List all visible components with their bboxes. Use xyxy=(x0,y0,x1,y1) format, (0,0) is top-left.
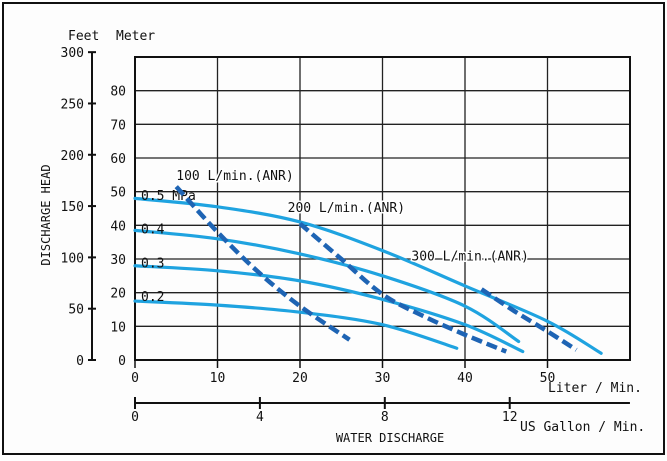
meter-tick-label: 30 xyxy=(110,253,126,268)
pressure-curve-label: 0.2 xyxy=(141,290,164,305)
feet-tick-label: 200 xyxy=(61,149,84,164)
meter-tick-label: 70 xyxy=(110,118,126,133)
meter-tick-label: 50 xyxy=(110,186,126,201)
meter-tick-label: 80 xyxy=(110,85,126,100)
gallon-tick-label: 0 xyxy=(131,410,139,425)
air-consumption-label: 100 L/min.(ANR) xyxy=(176,169,293,184)
y-axis-title: DISCHARGE HEAD xyxy=(39,164,53,265)
pressure-curve xyxy=(133,299,459,350)
feet-tick-label: 50 xyxy=(68,303,84,318)
meter-tick-label: 0 xyxy=(118,354,126,369)
pressure-curve-label: 0.4 xyxy=(141,223,165,238)
liter-tick-label: 50 xyxy=(540,371,556,386)
meter-tick-label: 20 xyxy=(110,287,126,302)
feet-tick-label: 100 xyxy=(61,251,84,266)
liter-tick-label: 20 xyxy=(292,371,308,386)
feet-tick-label: 300 xyxy=(61,46,84,61)
meter-tick-label: 60 xyxy=(110,152,126,167)
liter-tick-label: 10 xyxy=(210,371,226,386)
x-axis-title: WATER DISCHARGE xyxy=(336,431,444,445)
air-consumption-curve xyxy=(480,287,578,352)
feet-tick-label: 250 xyxy=(61,97,84,112)
air-consumption-label: 300 L/min.(ANR) xyxy=(411,250,528,265)
feet-axis-label: Feet xyxy=(68,29,99,44)
gallon-tick-label: 8 xyxy=(381,410,389,425)
liter-tick-label: 40 xyxy=(457,371,473,386)
gallon-tick-label: 4 xyxy=(256,410,264,425)
liter-tick-label: 0 xyxy=(131,371,139,386)
air-consumption-label: 200 L/min.(ANR) xyxy=(288,201,405,216)
pressure-curve xyxy=(133,196,603,355)
meter-tick-label: 40 xyxy=(110,219,126,234)
pressure-curve xyxy=(133,264,525,354)
air-consumption-curve xyxy=(174,185,351,342)
gallon-axis-label: US Gallon / Min. xyxy=(520,420,645,435)
feet-tick-label: 150 xyxy=(61,200,84,215)
liter-tick-label: 30 xyxy=(375,371,391,386)
meter-axis-label: Meter xyxy=(116,29,155,44)
meter-tick-label: 10 xyxy=(110,320,126,335)
feet-tick-label: 0 xyxy=(76,354,84,369)
chart-outer-frame xyxy=(2,2,665,455)
pressure-curve-label: 0.3 xyxy=(141,256,164,271)
grid-layer xyxy=(135,57,630,360)
liter-axis-label: Liter / Min. xyxy=(548,381,642,396)
gallon-tick-label: 12 xyxy=(502,410,518,425)
pressure-curve xyxy=(133,228,521,344)
air-consumption-curve xyxy=(298,221,508,354)
